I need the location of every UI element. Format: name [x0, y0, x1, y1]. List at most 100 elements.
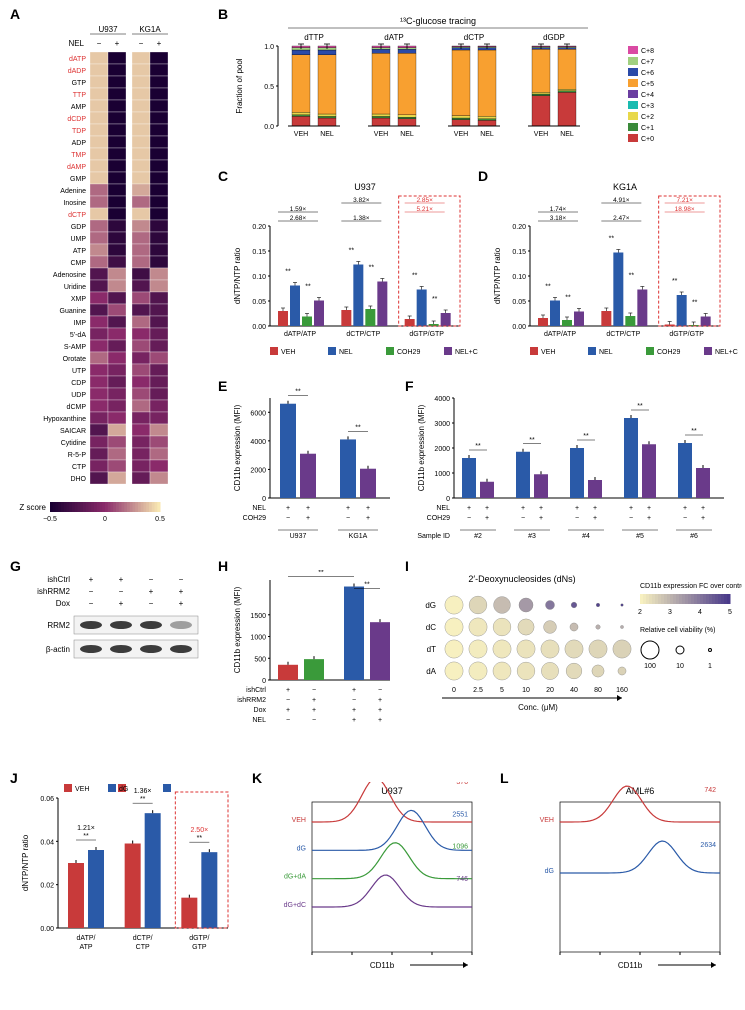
bar-chart-D: KG1AdNTP/NTP ratio0.000.050.100.150.20dA… [488, 180, 738, 375]
svg-text:**: ** [369, 265, 375, 272]
svg-text:**: ** [583, 433, 589, 440]
panel-label-E: E [218, 378, 227, 394]
svg-text:dT: dT [427, 645, 436, 654]
svg-text:500: 500 [254, 656, 266, 663]
flow-histogram-L: AML#6VEH742dG2634CD11b [510, 782, 735, 997]
svg-text:10: 10 [522, 687, 530, 694]
svg-text:**: ** [609, 236, 615, 243]
svg-text:**: ** [285, 269, 291, 276]
svg-text:160: 160 [616, 687, 628, 694]
svg-text:+: + [366, 515, 370, 522]
svg-text:−: − [312, 717, 316, 724]
svg-text:+: + [306, 515, 310, 522]
svg-text:4000: 4000 [434, 396, 450, 403]
svg-text:Dox: Dox [254, 707, 267, 714]
svg-text:C+6: C+6 [641, 70, 654, 77]
svg-text:NEL: NEL [436, 505, 450, 512]
svg-text:CD11b: CD11b [370, 961, 395, 970]
svg-text:+: + [378, 717, 382, 724]
svg-text:ishRRM2: ishRRM2 [237, 697, 266, 704]
svg-text:376: 376 [456, 782, 468, 786]
svg-text:dCTP: dCTP [464, 33, 484, 42]
svg-text:dGTP/GTP: dGTP/GTP [669, 331, 704, 338]
svg-text:−: − [286, 515, 290, 522]
svg-text:Relative cell viability (%): Relative cell viability (%) [640, 627, 715, 634]
svg-text:+: + [378, 707, 382, 714]
svg-text:TMP: TMP [71, 152, 86, 159]
svg-text:+: + [352, 707, 356, 714]
stacked-bar-B: ¹³C-glucose tracingFraction of pool0.00.… [228, 14, 738, 164]
svg-text:SAICAR: SAICAR [60, 428, 86, 435]
svg-text:+: + [286, 505, 290, 512]
svg-text:VEH: VEH [75, 786, 89, 793]
svg-text:RRM2: RRM2 [47, 621, 70, 630]
svg-text:−: − [683, 515, 687, 522]
svg-text:U937: U937 [98, 25, 118, 34]
svg-text:Hypoxanthine: Hypoxanthine [43, 416, 86, 423]
svg-text:dGDP: dGDP [543, 33, 565, 42]
svg-text:20: 20 [546, 687, 554, 694]
svg-text:NEL: NEL [400, 131, 414, 138]
svg-text:NEL+COH29: NEL+COH29 [455, 349, 478, 356]
bar-chart-F: CD11b expression (MFI)01000200030004000*… [412, 388, 737, 553]
svg-text:5: 5 [500, 687, 504, 694]
svg-text:+: + [593, 515, 597, 522]
svg-text:−: − [629, 515, 633, 522]
svg-text:GTP: GTP [192, 944, 207, 951]
svg-text:NEL: NEL [480, 131, 494, 138]
svg-text:KG1A: KG1A [349, 533, 368, 540]
svg-text:UMP: UMP [70, 236, 86, 243]
svg-text:C+5: C+5 [641, 81, 654, 88]
svg-text:**: ** [691, 428, 697, 435]
svg-text:C+4: C+4 [641, 92, 654, 99]
panel-label-B: B [218, 6, 228, 22]
svg-text:−: − [286, 697, 290, 704]
western-blot-G: ishCtrl++−−ishRRM2−−++Dox−+−+RRM2β-actin [16, 572, 216, 712]
svg-text:NEL: NEL [252, 717, 266, 724]
svg-text:dCDP: dCDP [67, 116, 86, 123]
svg-text:C+0: C+0 [641, 136, 654, 143]
svg-text:UDP: UDP [71, 392, 86, 399]
svg-text:80: 80 [594, 687, 602, 694]
svg-text:+: + [647, 505, 651, 512]
svg-text:+: + [306, 505, 310, 512]
svg-text:+: + [149, 587, 154, 596]
svg-text:#6: #6 [690, 533, 698, 540]
svg-text:Dox: Dox [56, 599, 70, 608]
svg-text:C+7: C+7 [641, 59, 654, 66]
svg-text:3: 3 [668, 609, 672, 616]
svg-text:¹³C-glucose tracing: ¹³C-glucose tracing [400, 16, 476, 26]
svg-text:1096: 1096 [452, 844, 468, 851]
svg-text:#5: #5 [636, 533, 644, 540]
svg-text:NEL: NEL [339, 349, 353, 356]
svg-text:**: ** [140, 796, 146, 803]
svg-text:CD11b expression (MFI): CD11b expression (MFI) [417, 404, 426, 491]
svg-text:dG: dG [297, 845, 306, 852]
svg-text:2′-Deoxynucleosides (dNs): 2′-Deoxynucleosides (dNs) [468, 574, 575, 584]
svg-text:**: ** [475, 443, 481, 450]
panel-label-K: K [252, 770, 262, 786]
svg-text:**: ** [318, 570, 324, 577]
svg-text:IMP: IMP [74, 320, 87, 327]
svg-text:−: − [89, 599, 94, 608]
svg-text:**: ** [545, 284, 551, 291]
svg-text:CMP: CMP [70, 260, 86, 267]
svg-text:+: + [647, 515, 651, 522]
svg-text:Cytidine: Cytidine [61, 440, 86, 447]
bar-chart-E: CD11b expression (MFI)0200040006000**U93… [228, 388, 403, 553]
svg-text:+: + [312, 707, 316, 714]
svg-text:−: − [179, 575, 184, 584]
svg-text:TDP: TDP [72, 128, 86, 135]
svg-text:2634: 2634 [700, 842, 716, 849]
bar-chart-H: CD11b expression (MFI)050010001500****is… [228, 570, 403, 765]
svg-text:NEL: NEL [560, 131, 574, 138]
svg-text:**: ** [364, 582, 370, 589]
svg-text:4000: 4000 [250, 439, 266, 446]
svg-text:0.00: 0.00 [252, 324, 266, 331]
svg-text:**: ** [355, 424, 361, 431]
svg-text:dG+dC: dG+dC [284, 902, 306, 909]
panel-label-C: C [218, 168, 228, 184]
svg-text:dCTP/: dCTP/ [133, 935, 153, 942]
svg-text:Z score: Z score [19, 503, 46, 512]
svg-text:+: + [179, 599, 184, 608]
